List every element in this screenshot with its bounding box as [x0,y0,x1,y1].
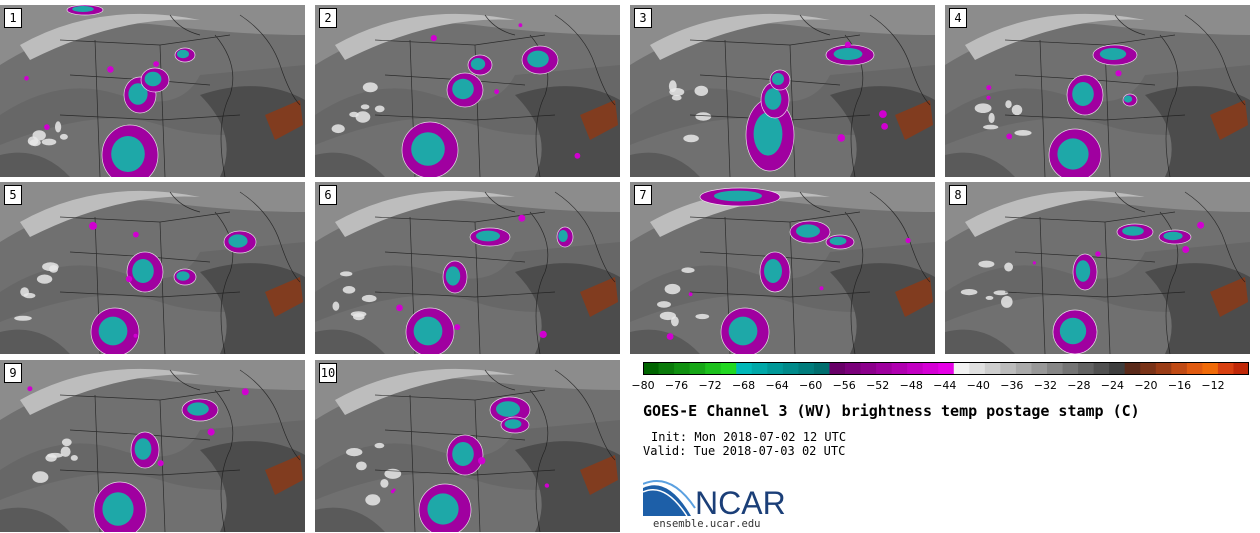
logo-wordmark: NCAR [695,485,786,518]
colorbar-swatch [705,362,722,375]
colorbar-tick-label: −20 [1134,379,1158,392]
colorbar-swatch [969,362,986,375]
panel-number-label: 8 [949,185,967,205]
colorbar-swatch [736,362,753,375]
stamp-panel-1: 1 [0,5,305,177]
colorbar-swatch [1015,362,1033,375]
colorbar-swatch [658,362,675,375]
panel-number-label: 5 [4,185,22,205]
colorbar-swatch [876,362,893,375]
colorbar-swatch [643,362,660,375]
colorbar-tick-label: −36 [1000,379,1024,392]
colorbar-tick-label: −40 [966,379,990,392]
colorbar-swatch [1124,362,1141,375]
colorbar-swatch [1000,362,1017,375]
colorbar-tick-label: −12 [1201,379,1225,392]
colorbar-tick-label: −64 [765,379,789,392]
stamp-panel-9: 9 [0,360,305,532]
panel-number-label: 7 [634,185,652,205]
colorbar-swatch [922,362,939,375]
colorbar-tick-label: −80 [631,379,655,392]
init-time: Init: Mon 2018-07-02 12 UTC [651,430,847,444]
stamp-panel-4: 4 [945,5,1250,177]
colorbar-swatch [1202,362,1219,375]
stamp-panel-8: 8 [945,182,1250,354]
colorbar-swatch [845,362,862,375]
colorbar-swatch [1186,362,1203,375]
colorbar-swatch [1062,362,1079,375]
colorbar-tick-label: −68 [731,379,756,392]
colorbar-swatch [938,362,955,375]
panel-number-label: 9 [4,363,22,383]
colorbar-swatch [1217,362,1235,375]
ncar-logo: NCAR [643,480,786,518]
colorbar-tick-labels: −80 −76 −72 −68 −64 −60 −56 −52 −48 −44 −40 −36 −32−… [631,374,1249,396]
colorbar-tick-label: −48 [899,379,923,392]
stamp-panel-2: 2 [315,5,620,177]
satellite-image [315,5,620,177]
colorbar-swatch [1233,362,1249,375]
satellite-image [315,182,620,354]
panel-number-label: 10 [319,363,337,383]
colorbar-swatch [782,362,799,375]
satellite-image [630,182,935,354]
panel-number-label: 6 [319,185,337,205]
satellite-image [0,360,305,532]
colorbar-swatch [689,362,706,375]
colorbar-swatch [953,362,970,375]
stamp-panel-3: 3 [630,5,935,177]
colorbar-tick-label: −72 [698,379,722,392]
colorbar-swatch [1047,362,1064,375]
colorbar-swatch [829,362,846,375]
colorbar-tick-label: −76 [664,379,689,392]
colorbar-swatch [1109,362,1126,375]
panel-number-label: 1 [4,8,22,28]
valid-time: Valid: Tue 2018-07-03 02 UTC [643,444,846,458]
panel-number-label: 3 [634,8,652,28]
colorbar-swatch [1093,362,1110,375]
colorbar-swatch [1078,362,1095,375]
satellite-image [945,182,1250,354]
colorbar-tick-label: −56 [832,379,856,392]
colorbar-swatch [813,362,831,375]
panel-number-label: 4 [949,8,967,28]
colorbar-tick-label: −32 [1033,379,1057,392]
satellite-image [0,5,305,177]
satellite-image [315,360,620,532]
panel-number-label: 2 [319,8,337,28]
colorbar-swatch [798,362,815,375]
stamp-panel-5: 5 [0,182,305,354]
stamp-panel-10: 10 [315,360,620,532]
colorbar [643,362,1249,375]
stamp-panel-7: 7 [630,182,935,354]
plot-title: GOES-E Channel 3 (WV) brightness temp po… [643,402,1140,420]
stamp-panel-6: 6 [315,182,620,354]
colorbar-swatch [1171,362,1188,375]
logo-url: ensemble.ucar.edu [653,518,761,530]
colorbar-swatch [1155,362,1172,375]
colorbar-tick-label: −28 [1067,379,1091,392]
colorbar-swatch [751,362,768,375]
colorbar-swatch [1140,362,1157,375]
colorbar-swatch [720,362,737,375]
colorbar-tick-label: −60 [799,379,823,392]
colorbar-tick-label: −16 [1167,379,1192,392]
satellite-image [0,182,305,354]
colorbar-swatch [674,362,691,375]
colorbar-swatch [1031,362,1048,375]
colorbar-tick-label: −52 [866,379,890,392]
colorbar-swatch [984,362,1001,375]
colorbar-swatch [767,362,784,375]
satellite-image [945,5,1250,177]
colorbar-tick-label: −44 [933,379,957,392]
colorbar-swatch [891,362,908,375]
colorbar-swatch [860,362,877,375]
colorbar-tick-label: −24 [1100,379,1125,392]
satellite-image [630,5,935,177]
colorbar-swatch [907,362,924,375]
